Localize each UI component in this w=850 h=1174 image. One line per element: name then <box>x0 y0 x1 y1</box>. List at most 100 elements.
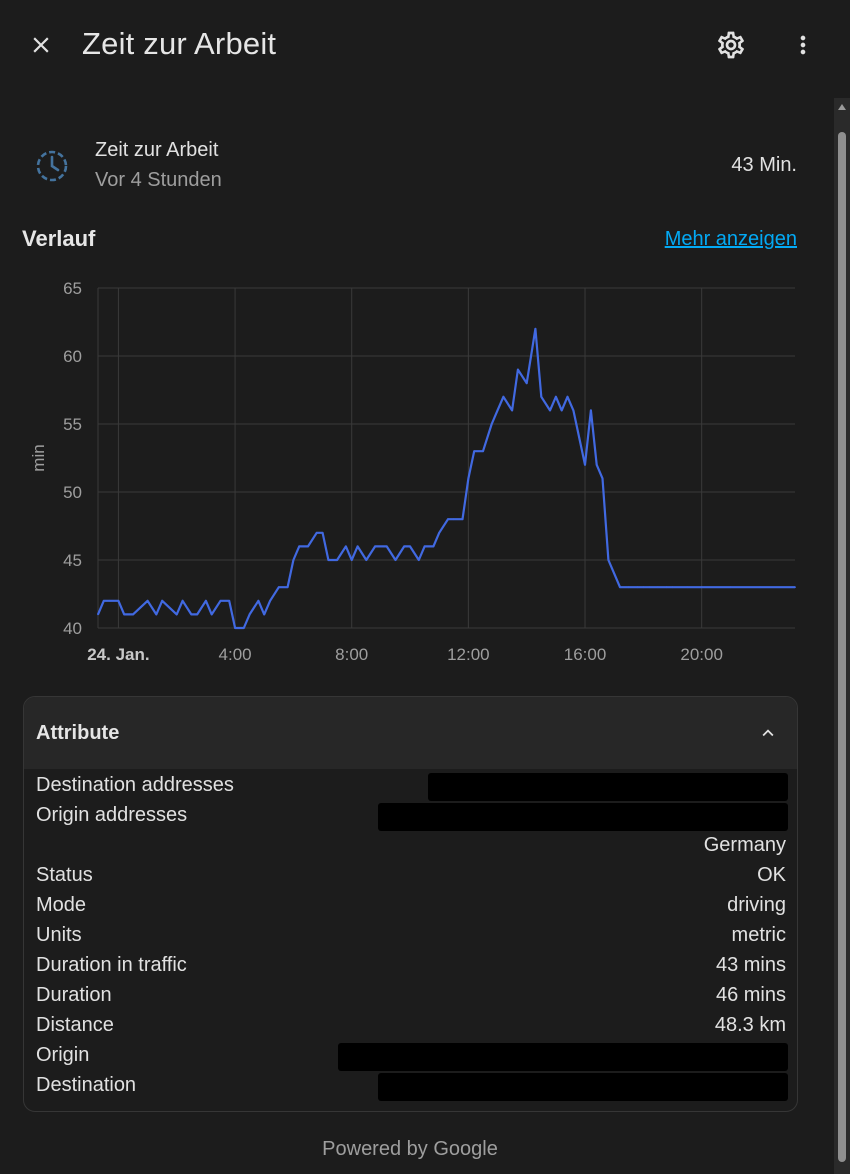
attribution-text: Powered by Google <box>322 1138 498 1160</box>
entity-state-row: Zeit zur Arbeit Vor 4 Stunden 43 Min. <box>22 130 812 200</box>
data-point <box>409 545 411 548</box>
close-button[interactable] <box>22 26 60 64</box>
redaction-block <box>338 1043 788 1071</box>
history-chart: 40 45 50 55 60 65 24. Jan. 4:00 8:00 12:00 16:00 20… <box>29 279 796 664</box>
attribute-row: Destination addresses <box>36 771 788 801</box>
data-point <box>365 559 368 561</box>
data-point <box>423 545 426 548</box>
data-point <box>607 559 610 561</box>
attribute-value: 43 mins <box>715 954 786 976</box>
attribute-row: Duration 46 mins <box>36 981 786 1011</box>
data-point <box>496 409 499 412</box>
attribute-row: Origin <box>36 1041 788 1071</box>
attributes-header[interactable]: Attribute <box>24 697 797 769</box>
x-tick-label: 16:00 <box>564 645 607 664</box>
attribute-value: Germany <box>703 834 786 856</box>
data-point <box>117 599 120 602</box>
data-point <box>210 613 213 616</box>
settings-button[interactable] <box>712 26 750 64</box>
history-title: Verlauf <box>22 226 96 251</box>
attribute-key: Destination <box>36 1074 137 1096</box>
data-point <box>759 586 761 589</box>
attribute-key: Status <box>36 864 93 886</box>
data-point <box>307 545 309 548</box>
data-point <box>686 586 688 589</box>
chevron-up-icon[interactable] <box>757 722 779 749</box>
data-point <box>560 409 563 412</box>
series-line <box>96 327 795 630</box>
scrollbar-thumb[interactable] <box>838 132 846 1162</box>
attribute-key: Duration in traffic <box>36 954 187 976</box>
data-point <box>350 559 353 561</box>
data-point <box>327 559 330 561</box>
dialog-header: Zeit zur Arbeit <box>0 0 850 90</box>
data-point <box>321 531 324 534</box>
attribute-row: Germany <box>36 831 786 861</box>
entity-last-changed: Vor 4 Stunden <box>95 169 222 191</box>
attribute-row: Destination <box>36 1071 788 1101</box>
data-point <box>344 545 347 548</box>
data-point <box>205 599 207 602</box>
data-point <box>219 599 222 602</box>
data-point <box>482 450 484 453</box>
attribute-key: Duration <box>36 984 112 1006</box>
data-point <box>336 559 339 561</box>
attribute-row: Origin addresses <box>36 801 788 831</box>
attribute-value: driving <box>727 894 786 916</box>
data-point <box>123 613 126 616</box>
data-point <box>234 627 236 629</box>
data-point <box>627 586 630 589</box>
attribute-value: OK <box>757 864 786 886</box>
clock-icon <box>34 148 70 189</box>
gear-icon <box>718 31 744 59</box>
data-point <box>263 613 266 616</box>
attribute-row: Distance 48.3 km <box>36 1011 786 1041</box>
data-point <box>394 559 397 561</box>
data-point <box>511 409 514 412</box>
data-point <box>584 463 586 466</box>
data-point <box>102 599 105 602</box>
more-options-button[interactable] <box>784 26 822 64</box>
close-icon <box>33 37 49 53</box>
scrollbar[interactable] <box>834 98 850 1174</box>
attribute-key: Origin addresses <box>36 804 188 826</box>
data-point <box>269 599 271 602</box>
data-point <box>601 477 604 480</box>
scroll-up-arrow[interactable] <box>838 104 846 110</box>
attributes-panel: Attribute Destination addresses Origin ad… <box>23 696 798 1112</box>
attribute-row: Units metric <box>36 921 786 951</box>
attribute-row: Mode driving <box>36 891 786 921</box>
redaction-block <box>378 803 788 831</box>
data-point <box>315 531 318 534</box>
data-point <box>729 586 732 589</box>
attribute-key: Units <box>36 924 82 946</box>
data-point <box>190 613 193 616</box>
data-point <box>648 586 651 589</box>
data-point <box>385 545 388 548</box>
data-point <box>277 586 280 589</box>
data-point <box>228 599 231 602</box>
data-point <box>595 463 598 466</box>
data-point <box>257 599 260 602</box>
data-point <box>292 559 295 561</box>
data-point <box>146 599 149 602</box>
data-point <box>196 613 199 616</box>
y-tick-label: 65 <box>63 279 82 298</box>
attributes-title: Attribute <box>36 722 120 744</box>
data-point <box>438 531 441 534</box>
data-point <box>549 409 551 412</box>
data-point <box>534 327 537 330</box>
attribute-key: Destination addresses <box>36 774 234 796</box>
data-point <box>181 599 184 602</box>
data-point <box>467 477 470 480</box>
data-point <box>108 599 111 602</box>
data-point <box>657 586 659 589</box>
data-point <box>461 518 464 521</box>
data-point <box>403 545 406 548</box>
dialog-title: Zeit zur Arbeit <box>82 26 277 61</box>
x-tick-label: 20:00 <box>680 645 723 664</box>
data-point <box>97 613 99 616</box>
show-more-link[interactable]: Mehr anzeigen <box>664 228 797 250</box>
data-point <box>452 518 455 521</box>
data-point <box>175 613 178 616</box>
